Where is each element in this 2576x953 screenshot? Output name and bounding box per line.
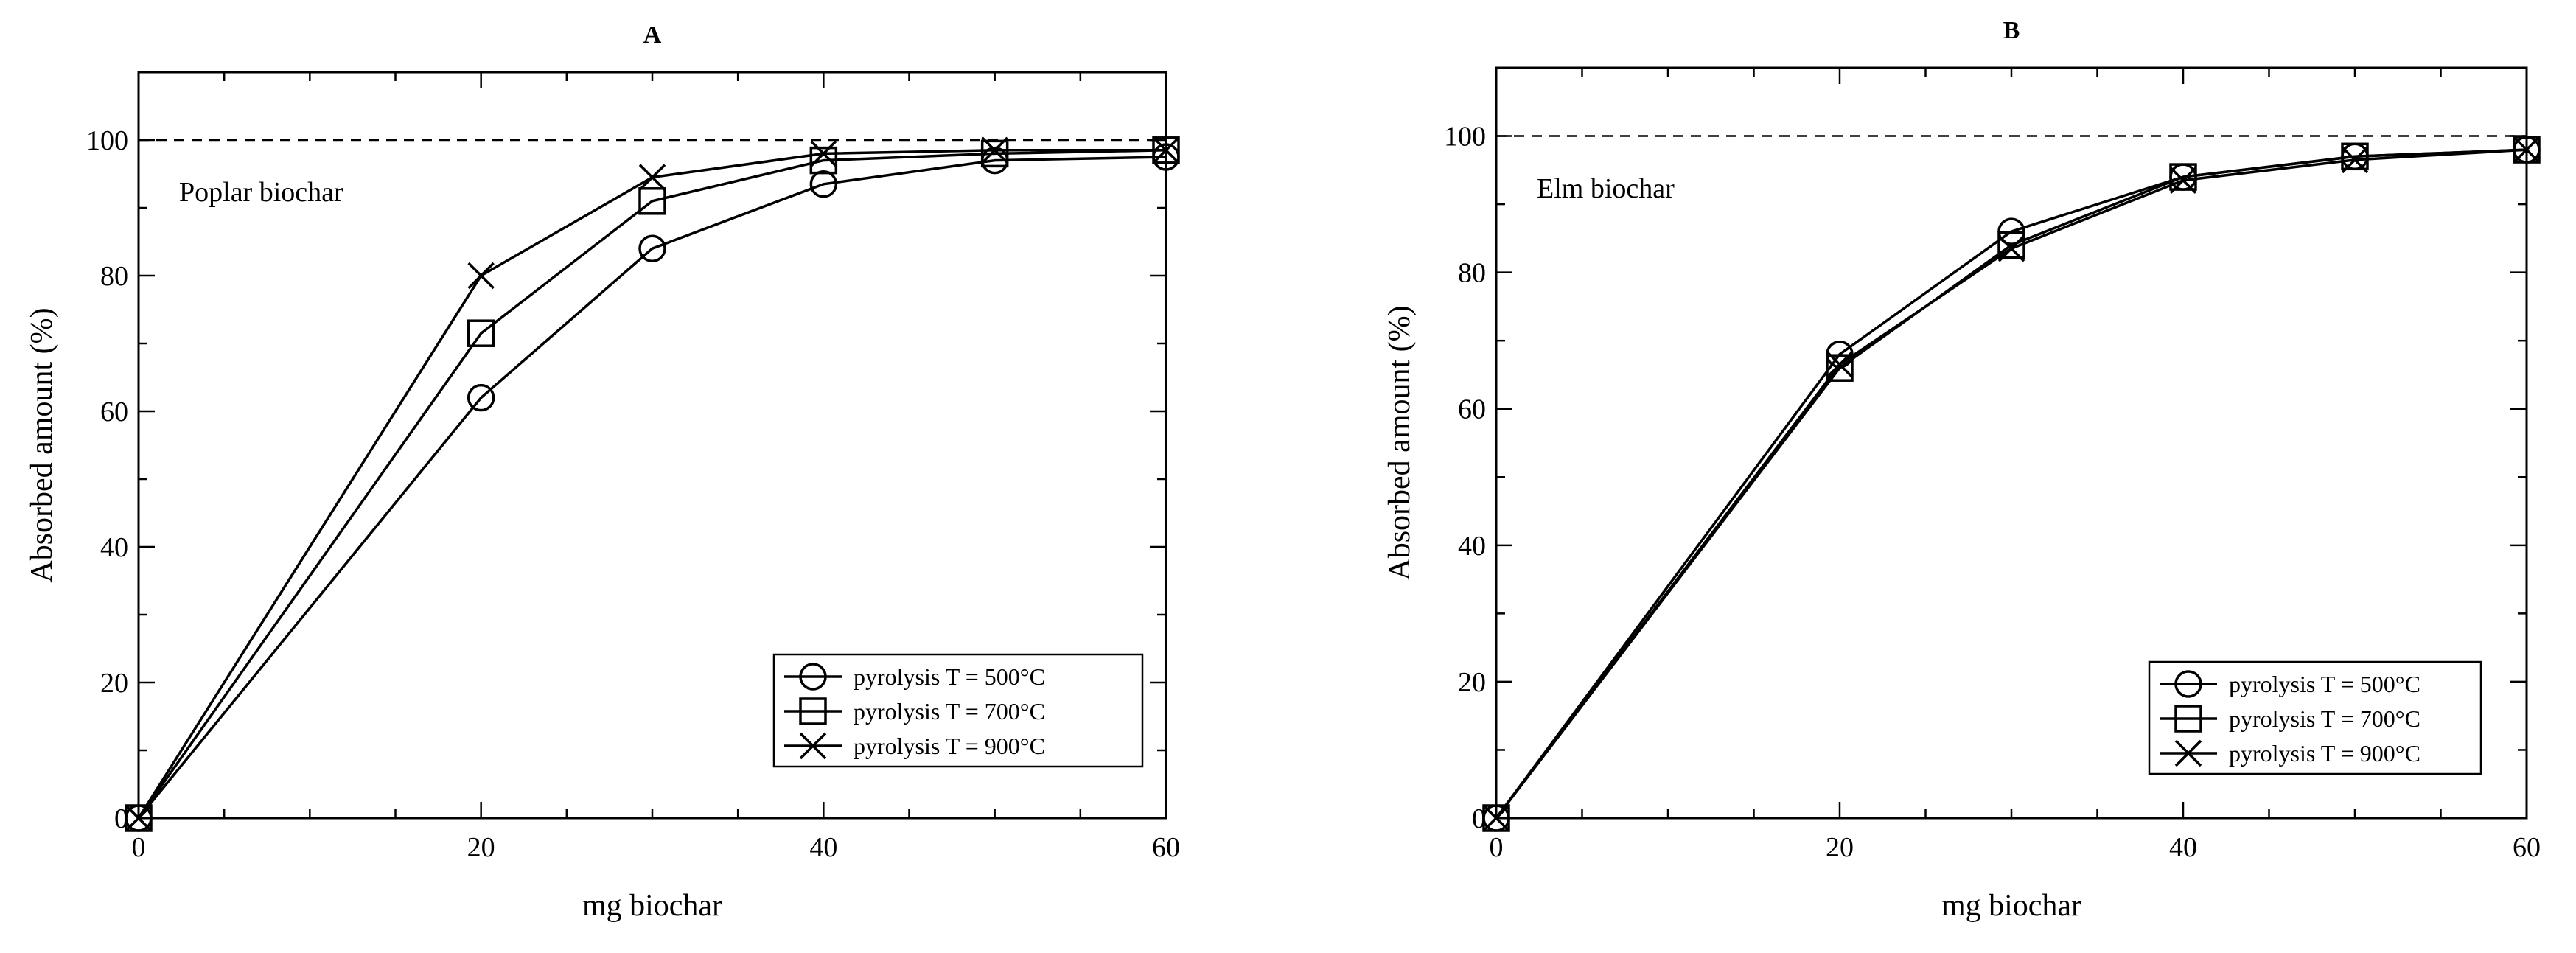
panel-b-series-line <box>1495 148 2527 820</box>
panel-a-plot-frame <box>137 71 1167 820</box>
panel-a-series-line <box>137 149 1167 820</box>
panel-a-ticks <box>137 71 1167 820</box>
panel-b-legend-marker <box>2174 739 2202 767</box>
panel-b-plot-frame <box>1495 66 2528 820</box>
panel-a-legend-label: pyrolysis T = 900°C <box>854 733 1045 759</box>
panel-a-data-point <box>467 319 495 347</box>
panel-b-title: B <box>2003 17 2020 44</box>
panel-a-y-tick-label: 20 <box>100 668 128 699</box>
panel-a-data-point <box>810 140 837 167</box>
panel-a-x-tick-label: 20 <box>467 832 495 863</box>
panel-a-legend-marker-stroke <box>799 732 827 760</box>
panel-b-data-point <box>1997 231 2025 259</box>
panel-a-data-point <box>809 170 838 198</box>
panel-b-legend-marker-stroke <box>2174 739 2202 767</box>
panel-a-y-axis-label: Absorbed amount (%) <box>25 307 59 582</box>
panel-a-data-point <box>467 262 495 290</box>
panel-a-data-point <box>467 383 495 412</box>
panel-a-x-tick-label: 60 <box>1152 832 1180 863</box>
panel-b-x-tick-label: 20 <box>1826 832 1854 863</box>
panel-a-y-tick-label: 40 <box>100 532 128 563</box>
panel-b-legend: pyrolysis T = 500°C pyrolysis T = 700°C py… <box>2148 660 2482 775</box>
panel-b-data-point-stroke <box>2169 167 2197 194</box>
panel-a-y-tick-label: 60 <box>100 397 128 427</box>
panel-b-y-axis-label: Absorbed amount (%) <box>1383 305 1417 580</box>
panel-b-series-line <box>1495 148 2527 820</box>
panel-a-y-tick-label: 80 <box>100 261 128 292</box>
panel-a-data-point-stroke <box>810 140 837 167</box>
panel-a-legend-marker <box>799 663 827 691</box>
panel-b-x-tick-label: 40 <box>2169 832 2197 863</box>
panel-b-y-tick-label: 40 <box>1458 531 1486 562</box>
panel-b-data-point-stroke <box>2341 146 2369 174</box>
panel-a-data-point-stroke <box>638 164 666 191</box>
panel-a-annotation: Poplar biochar <box>179 177 343 208</box>
panel-a-data-point <box>980 139 1009 168</box>
panel-b-data-point <box>1826 351 1854 378</box>
panel-b-data-point-stroke <box>1826 351 1854 378</box>
panel-a-title: A <box>643 21 662 49</box>
panel-a-data-point <box>638 164 666 191</box>
panel-a-series-line <box>137 149 1166 819</box>
panel-a-legend-marker <box>799 697 827 725</box>
panel-a-data-point-stroke <box>467 262 495 290</box>
panel-a-series-line <box>137 156 1167 820</box>
panel-a-y-tick-label: 100 <box>86 125 128 156</box>
panel-b-y-tick-label: 20 <box>1458 667 1486 698</box>
panel-b-legend-label: pyrolysis T = 900°C <box>2229 740 2420 767</box>
panel-b-data-point <box>1997 235 2025 262</box>
panel-b-data-point <box>2169 163 2197 191</box>
panel-a-legend-marker <box>799 732 827 760</box>
panel-b-data-point <box>2341 142 2369 171</box>
panel-b-data-point <box>1826 354 1854 382</box>
panel-b-annotation: Elm biochar <box>1537 173 1675 204</box>
panel-b-series-3 <box>1482 136 2541 832</box>
panel-b-x-tick-label: 60 <box>2513 832 2541 863</box>
panel-a-x-tick-label: 0 <box>132 832 146 863</box>
panel-b-y-tick-label: 80 <box>1458 258 1486 289</box>
panel-a-data-point-stroke <box>981 136 1008 164</box>
panel-b-legend-marker <box>2174 670 2202 698</box>
panel-b-x-tick-label: 0 <box>1490 832 1504 863</box>
panel-a-legend: pyrolysis T = 500°C pyrolysis T = 700°C py… <box>772 653 1144 768</box>
panel-a-data-point <box>638 187 666 215</box>
panel-a-x-tick-label: 40 <box>809 832 837 863</box>
panel-a-data-point <box>638 234 666 262</box>
panel-a-x-axis-label: mg biochar <box>582 889 722 923</box>
panel-a-legend-label: pyrolysis T = 700°C <box>854 698 1045 725</box>
panel-b-legend-marker <box>2174 705 2202 733</box>
panel-b-y-tick-label: 60 <box>1458 394 1486 425</box>
panel-b-legend-label: pyrolysis T = 700°C <box>2229 705 2420 732</box>
panel-a-data-point <box>809 146 838 175</box>
panel-b-x-axis-label: mg biochar <box>1941 889 2081 923</box>
panel-b-y-tick-label: 100 <box>1444 122 1486 153</box>
panel-b-data-point-stroke <box>1997 235 2025 262</box>
panel-a-legend-label: pyrolysis T = 500°C <box>854 663 1045 690</box>
panel-a-data-point <box>981 136 1008 164</box>
panel-b-data-point <box>2169 167 2197 194</box>
panel-b-legend-label: pyrolysis T = 500°C <box>2229 671 2420 697</box>
panel-b-data-point <box>2341 146 2369 174</box>
